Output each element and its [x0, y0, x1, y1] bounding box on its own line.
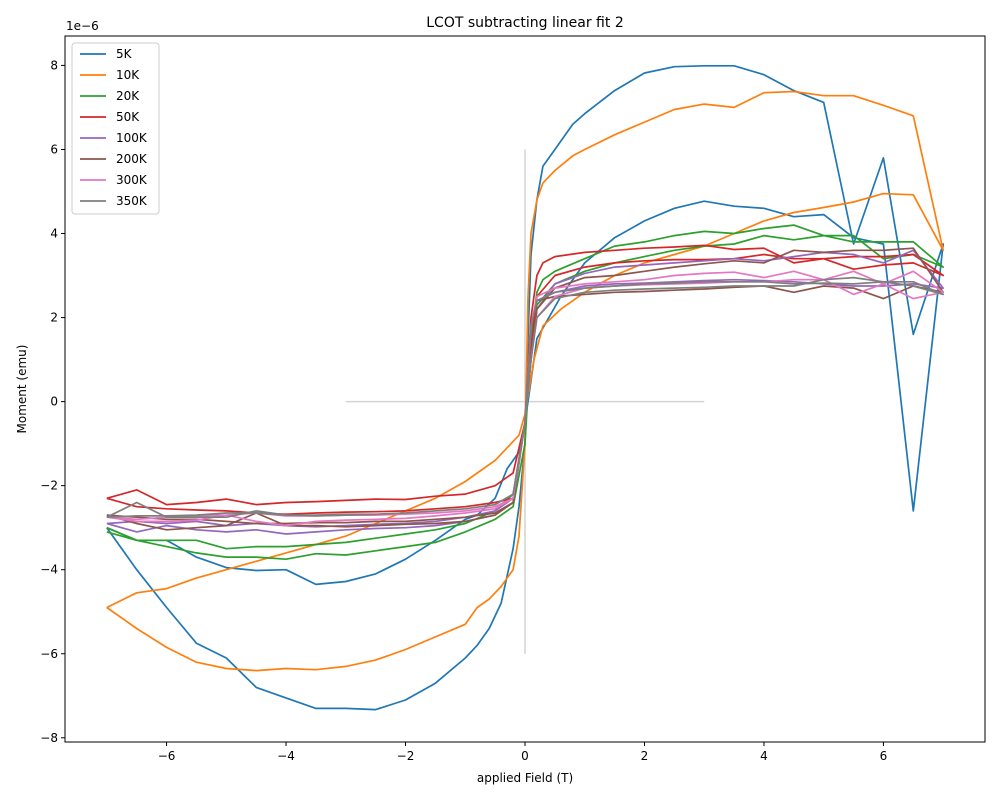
- y-axis-ticks: −8 −6 −4 −2 0 2 4 6 8: [40, 58, 65, 745]
- series-line-20K: [106, 224, 945, 561]
- reference-lines: [345, 149, 705, 654]
- legend-box: [71, 42, 160, 215]
- y-tick-label: 6: [50, 142, 58, 156]
- legend-label-50K: 50K: [116, 110, 140, 124]
- legend-label-200K: 200K: [116, 152, 148, 166]
- legend-label-350K: 350K: [116, 194, 148, 208]
- x-tick-label: 4: [760, 749, 768, 763]
- series-lines: [106, 64, 945, 711]
- legend-label-100K: 100K: [116, 131, 148, 145]
- y-tick-label: 4: [50, 227, 58, 241]
- legend-label-20K: 20K: [116, 89, 140, 103]
- x-tick-label: −6: [158, 749, 176, 763]
- x-tick-label: 6: [880, 749, 888, 763]
- legend: 5K 10K 20K 50K 100K 200K 300K 350K: [71, 42, 160, 215]
- x-tick-label: −2: [397, 749, 415, 763]
- legend-label-10K: 10K: [116, 68, 140, 82]
- y-axis-label: Moment (emu): [15, 345, 29, 434]
- y-tick-label: −2: [40, 479, 58, 493]
- series-line-350K: [106, 276, 945, 519]
- y-axis-offset-label: 1e−6: [66, 19, 99, 33]
- y-tick-label: 2: [50, 311, 58, 325]
- y-tick-label: −6: [40, 647, 58, 661]
- y-tick-label: −4: [40, 563, 58, 577]
- y-tick-label: 0: [50, 395, 58, 409]
- x-tick-label: 0: [521, 749, 529, 763]
- x-axis-label: applied Field (T): [477, 771, 573, 785]
- series-line-100K: [106, 249, 945, 535]
- series-line-300K: [106, 270, 945, 527]
- series-line-10K: [106, 90, 945, 672]
- y-tick-label: −8: [40, 731, 58, 745]
- y-tick-label: 8: [50, 58, 58, 72]
- legend-label-300K: 300K: [116, 173, 148, 187]
- chart-title: LCOT subtracting linear fit 2: [426, 15, 623, 31]
- x-tick-label: 2: [641, 749, 649, 763]
- x-axis-ticks: −6 −4 −2 0 2 4 6: [158, 742, 888, 763]
- legend-label-5K: 5K: [116, 47, 133, 61]
- x-tick-label: −4: [277, 749, 295, 763]
